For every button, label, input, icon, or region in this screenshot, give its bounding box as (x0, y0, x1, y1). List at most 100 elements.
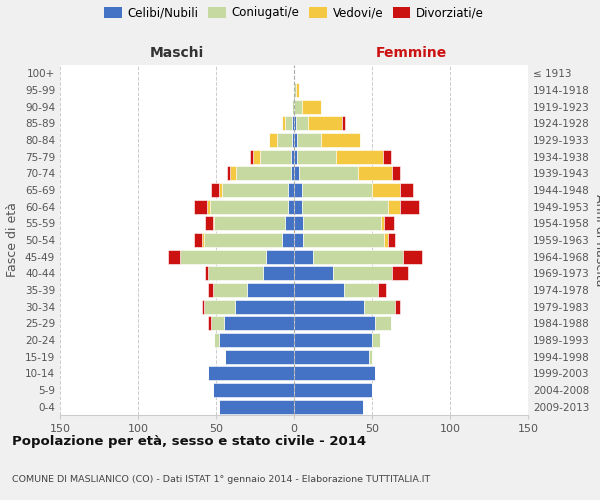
Bar (375, 316, 391, 330)
Bar (304, 216, 382, 230)
Bar (294, 283, 344, 297)
Bar (294, 233, 304, 247)
Bar (284, 216, 294, 230)
Bar (296, 83, 299, 97)
Bar (253, 150, 260, 164)
Bar (400, 183, 413, 197)
Bar (297, 150, 336, 164)
Bar (294, 83, 296, 97)
Bar (222, 183, 288, 197)
Bar (205, 266, 208, 280)
Bar (294, 366, 375, 380)
Bar (224, 316, 294, 330)
Bar (358, 166, 392, 180)
Bar (294, 400, 362, 414)
Bar (260, 150, 291, 164)
Bar (214, 216, 284, 230)
Y-axis label: Anni di nascita: Anni di nascita (593, 194, 600, 286)
Bar (297, 133, 320, 147)
Bar (302, 200, 388, 214)
Bar (294, 300, 364, 314)
Bar (294, 100, 302, 114)
Bar (336, 150, 383, 164)
Bar (269, 133, 277, 147)
Bar (203, 233, 281, 247)
Bar (208, 283, 213, 297)
Bar (208, 266, 263, 280)
Legend: Celibi/Nubili, Coniugati/e, Vedovi/e, Divorziati/e: Celibi/Nubili, Coniugati/e, Vedovi/e, Di… (99, 2, 489, 24)
Bar (236, 166, 291, 180)
Bar (203, 300, 235, 314)
Bar (219, 333, 294, 347)
Bar (364, 300, 395, 314)
Bar (294, 266, 333, 280)
Bar (206, 200, 210, 214)
Bar (294, 150, 297, 164)
Bar (208, 316, 211, 330)
Bar (292, 133, 294, 147)
Bar (208, 366, 294, 380)
Bar (291, 166, 294, 180)
Text: COMUNE DI MASLIANICO (CO) - Dati ISTAT 1° gennaio 2014 - Elaborazione TUTTITALIA: COMUNE DI MASLIANICO (CO) - Dati ISTAT 1… (12, 475, 430, 484)
Bar (392, 266, 408, 280)
Bar (403, 250, 422, 264)
Bar (388, 233, 395, 247)
Bar (292, 100, 294, 114)
Bar (294, 166, 299, 180)
Bar (288, 183, 294, 197)
Bar (288, 200, 294, 214)
Bar (226, 350, 294, 364)
Bar (383, 150, 391, 164)
Bar (194, 200, 206, 214)
Bar (372, 183, 400, 197)
Bar (320, 133, 359, 147)
Bar (294, 116, 296, 130)
Bar (281, 233, 294, 247)
Bar (294, 333, 372, 347)
Bar (210, 200, 288, 214)
Bar (372, 333, 380, 347)
Bar (296, 116, 308, 130)
Bar (202, 300, 203, 314)
Bar (263, 266, 294, 280)
Text: Femmine: Femmine (376, 46, 446, 60)
Bar (219, 400, 294, 414)
Bar (343, 116, 346, 130)
Text: Maschi: Maschi (150, 46, 204, 60)
Bar (344, 283, 378, 297)
Bar (277, 133, 292, 147)
Bar (294, 200, 302, 214)
Bar (281, 116, 284, 130)
Bar (227, 166, 230, 180)
Bar (194, 233, 202, 247)
Y-axis label: Fasce di età: Fasce di età (7, 202, 19, 278)
Bar (211, 183, 219, 197)
Bar (294, 350, 369, 364)
Bar (302, 183, 372, 197)
Bar (294, 383, 372, 397)
Bar (302, 100, 320, 114)
Bar (213, 216, 214, 230)
Bar (294, 133, 297, 147)
Bar (291, 150, 294, 164)
Bar (213, 383, 294, 397)
Bar (378, 283, 386, 297)
Bar (219, 183, 222, 197)
Bar (294, 316, 375, 330)
Bar (385, 233, 388, 247)
Bar (213, 283, 247, 297)
Bar (395, 300, 400, 314)
Bar (235, 300, 294, 314)
Bar (247, 283, 294, 297)
Bar (369, 350, 372, 364)
Bar (304, 233, 385, 247)
Bar (299, 166, 358, 180)
Bar (333, 266, 392, 280)
Bar (284, 116, 292, 130)
Bar (294, 216, 304, 230)
Text: Popolazione per età, sesso e stato civile - 2014: Popolazione per età, sesso e stato civil… (12, 435, 366, 448)
Bar (180, 250, 266, 264)
Bar (400, 200, 419, 214)
Bar (167, 250, 180, 264)
Bar (230, 166, 236, 180)
